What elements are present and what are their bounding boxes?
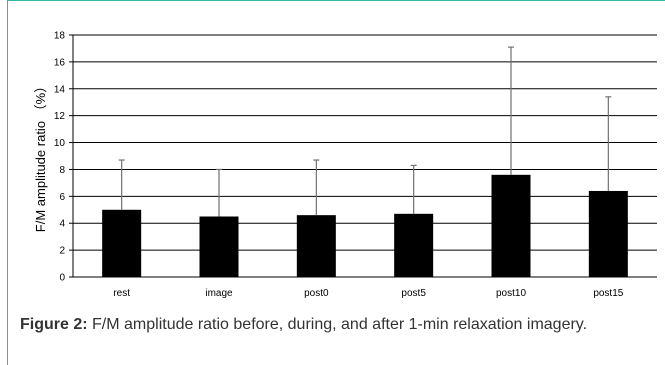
x-tick-label-image: image [205, 288, 233, 299]
bar-post0 [296, 215, 336, 277]
frame-top-border [7, 0, 665, 1]
y-tick-label: 14 [54, 84, 66, 95]
x-tick-label-post0: post0 [304, 288, 329, 299]
gridlines [73, 34, 657, 251]
figure-caption: Figure 2: F/M amplitude ratio before, du… [20, 313, 660, 337]
bar-post5 [394, 213, 434, 277]
y-axis-title: F/M amplitude ratio （%） [33, 80, 48, 232]
figure-frame: 0 2 4 6 8 10 12 14 16 18 rest image post0 post5 post1… [7, 0, 665, 365]
y-tick-label: 10 [54, 138, 66, 149]
frame-left-border [7, 0, 8, 365]
bar-rest [102, 209, 142, 277]
y-tick-label: 16 [54, 57, 66, 68]
y-tick-label: 0 [59, 273, 65, 284]
y-tick-label: 4 [59, 219, 65, 230]
bars [102, 174, 628, 277]
y-tick-label: 6 [59, 192, 65, 203]
x-tick-label-post10: post10 [496, 288, 526, 299]
y-tick-label: 8 [59, 165, 65, 176]
y-tick-label: 2 [59, 246, 65, 257]
bar-post10 [491, 174, 531, 277]
axes [72, 35, 657, 278]
caption-label: Figure 2: [20, 316, 88, 333]
y-tick-label: 12 [54, 111, 66, 122]
x-tick-label-rest: rest [113, 288, 130, 299]
x-tick-label-post15: post15 [593, 288, 623, 299]
x-tick-label-post5: post5 [401, 288, 426, 299]
bar-chart: 0 2 4 6 8 10 12 14 16 18 rest image post0 post5 post1… [33, 31, 657, 299]
caption-text: F/M amplitude ratio before, during, and … [92, 316, 588, 333]
error-bars [118, 46, 612, 217]
x-axis-tick-labels: rest image post0 post5 post10 post15 [113, 288, 623, 299]
bar-post15 [588, 190, 628, 277]
bar-image [199, 216, 239, 277]
y-tick-label: 18 [54, 31, 66, 42]
y-axis-ticks: 0 2 4 6 8 10 12 14 16 18 [54, 31, 73, 284]
